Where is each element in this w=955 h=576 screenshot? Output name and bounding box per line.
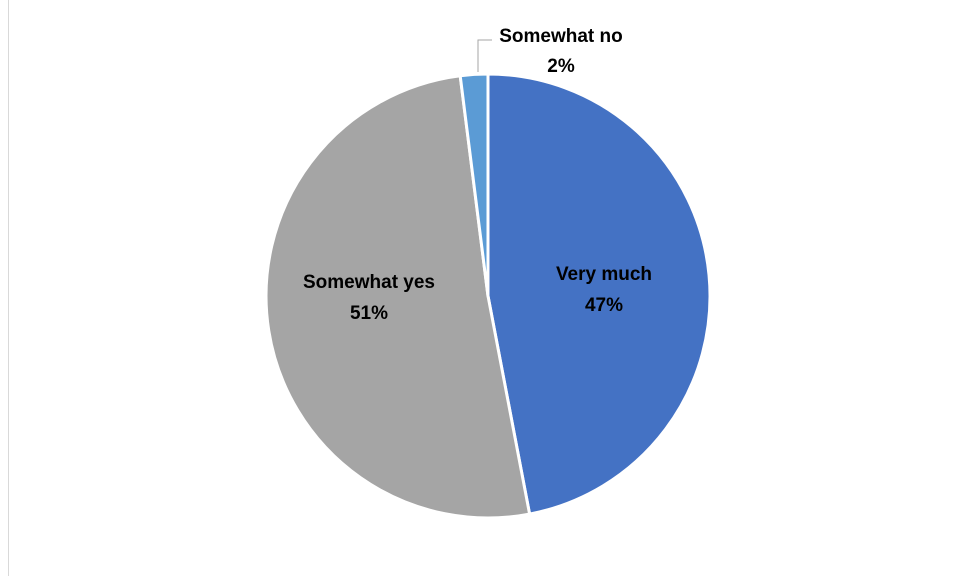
pie-slice-somewhat-no bbox=[458, 72, 490, 298]
data-label-value-somewhat-no: 2% bbox=[547, 56, 575, 77]
pie-slices bbox=[264, 72, 712, 520]
pie-slice-somewhat-yes bbox=[264, 74, 532, 520]
leader-lines bbox=[477, 39, 492, 72]
data-label-value-very-much: 47% bbox=[585, 295, 623, 316]
chart-area bbox=[8, 0, 955, 576]
data-label-category-very-much: Very much bbox=[556, 264, 652, 285]
data-label-category-somewhat-yes: Somewhat yes bbox=[303, 272, 435, 293]
pie-slice-very-much bbox=[486, 72, 712, 516]
data-label-category-somewhat-no: Somewhat no bbox=[499, 26, 623, 47]
leader-line-somewhat-no bbox=[477, 39, 492, 72]
data-label-value-somewhat-yes: 51% bbox=[350, 303, 388, 324]
